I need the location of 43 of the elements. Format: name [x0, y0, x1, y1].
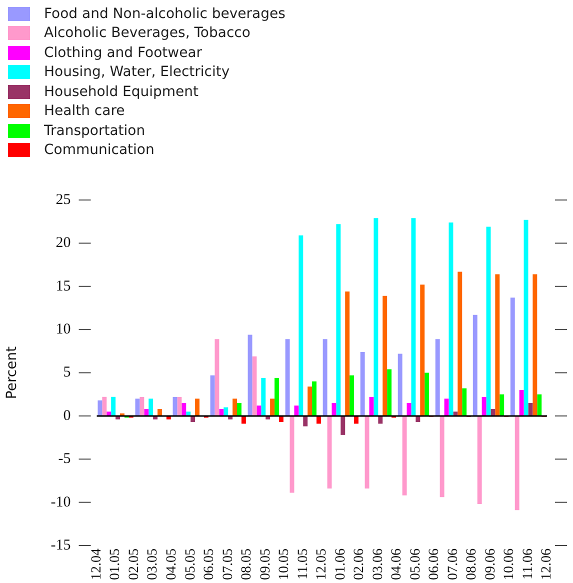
- x-tick-label: 12.04: [89, 548, 104, 580]
- legend-label: Health care: [44, 103, 125, 120]
- legend-label: Transportation: [44, 122, 146, 139]
- y-tick-label: 0: [63, 408, 71, 424]
- x-tick-label: 03.06: [370, 548, 386, 580]
- x-tick-label: 05.05: [183, 548, 198, 580]
- x-tick-label: 11.06: [520, 548, 536, 580]
- x-tick-label: 08.05: [240, 548, 255, 580]
- x-tick-label: 09.06: [483, 548, 498, 580]
- x-tick-label: 03.05: [146, 548, 161, 580]
- x-tick-label: 10.06: [502, 548, 518, 580]
- x-tick-label: 04.06: [390, 548, 405, 580]
- legend-label: Food and Non-alcoholic beverages: [44, 6, 286, 22]
- legend-label: Housing, Water, Electricity: [44, 64, 230, 80]
- legend-label: Clothing and Footwear: [44, 44, 202, 61]
- legend-label: Communication: [44, 142, 154, 158]
- y-tick-label: -5: [58, 451, 71, 468]
- y-axis-title: Percent: [4, 346, 20, 400]
- x-tick-label: 12.06: [540, 548, 555, 580]
- x-tick-label: 06.06: [427, 548, 442, 580]
- x-tick-label: 02.05: [126, 548, 142, 580]
- x-tick-label: 07.05: [220, 548, 236, 580]
- x-tick-label: 05.06: [408, 548, 424, 580]
- y-tick-label: 5: [63, 364, 71, 381]
- x-tick-label: 07.06: [446, 548, 461, 580]
- y-tick-label: -10: [50, 494, 71, 510]
- x-tick-label: 12.05: [314, 548, 330, 580]
- y-tick-label: 20: [56, 235, 71, 252]
- y-tick-label: 10: [56, 322, 71, 338]
- x-tick-label: 06.05: [202, 548, 218, 580]
- legend-label: Household Equipment: [44, 84, 199, 100]
- x-tick-label: 09.05: [258, 548, 274, 580]
- x-tick-label: 11.05: [296, 548, 311, 580]
- legend-label: Alcoholic Beverages, Tobacco: [44, 25, 250, 42]
- y-tick-label: 15: [56, 278, 71, 294]
- x-tick-label: 01.06: [333, 548, 348, 580]
- x-tick-label: 08.06: [464, 548, 480, 580]
- y-tick-label: -15: [50, 537, 71, 554]
- x-tick-label: 01.05: [108, 548, 124, 580]
- x-tick-label: 02.06: [352, 548, 368, 580]
- y-tick-label: 25: [56, 192, 71, 208]
- x-tick-label: 10.05: [277, 548, 292, 580]
- x-tick-label: 04.05: [164, 548, 180, 580]
